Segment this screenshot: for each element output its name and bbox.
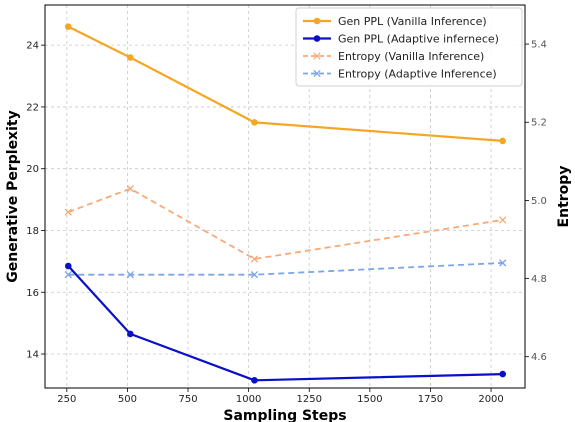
data-point [499,137,506,145]
y-axis-right-title: Entropy [556,166,572,228]
y-right-tick-label: 5.2 [531,118,547,129]
series-1 [64,23,506,145]
series-3 [64,185,507,263]
y-right-tick-label: 5.0 [531,196,547,207]
series-group [64,23,507,384]
x-axis-title: Sampling Steps [223,408,346,422]
x-tick-label: 1750 [418,394,443,405]
y-left-tick-label: 14 [26,350,39,361]
data-point [251,376,258,384]
data-point [499,216,507,224]
legend-marker [313,17,321,25]
legend-label: Entropy (Adaptive Inference) [338,68,497,81]
series-line [67,25,503,142]
legend-box [295,7,523,87]
y-right-tick-label: 5.4 [531,40,547,51]
data-point [499,259,507,267]
data-point [126,185,134,193]
legend-label: Gen PPL (Adaptive infernece) [338,33,499,46]
y-axis-right: 4.6 4.8 5.0 5.2 5.4 [525,40,547,363]
x-tick-label: 250 [57,394,76,405]
x-tick-label: 500 [118,394,137,405]
legend-marker [313,52,321,60]
data-point [64,271,72,279]
data-point [499,370,506,378]
legend: Gen PPL (Vanilla Inference) Gen PPL (Adap… [295,7,523,87]
data-point [64,262,72,270]
grid [45,5,525,388]
plot-frame [44,4,526,389]
data-point [64,23,72,30]
legend-marker [313,69,321,78]
x-axis: 250 500 750 1000 1250 1500 1750 2000 [57,388,504,405]
data-point [127,330,134,338]
data-point [126,271,134,279]
data-point [250,271,259,279]
y-left-tick-label: 20 [26,164,39,175]
data-point [250,255,259,263]
x-tick-label: 2000 [478,394,503,405]
x-tick-label: 1500 [357,394,382,405]
y-right-tick-label: 4.6 [531,352,547,363]
series-line [67,265,503,382]
data-point [127,54,134,61]
x-tick-label: 1000 [236,394,261,405]
series-2 [64,262,506,384]
y-left-tick-label: 22 [26,102,39,113]
y-left-tick-label: 24 [26,41,39,52]
y-axis-left-title: Generative Perplexity [5,110,21,282]
series-4 [64,259,507,279]
series-line [68,262,503,276]
x-tick-label: 750 [178,394,197,405]
y-right-tick-label: 4.8 [531,274,547,285]
x-tick-label: 1250 [297,394,322,405]
y-left-tick-label: 18 [26,226,39,237]
data-point [251,119,258,126]
y-axis-left: 14 16 18 20 22 24 [26,41,45,361]
series-line [67,187,503,260]
legend-label: Gen PPL (Vanilla Inference) [338,15,487,28]
y-left-tick-label: 16 [26,288,39,299]
legend-label: Entropy (Vanilla Inference) [338,50,484,63]
data-point [64,208,72,216]
legend-marker [313,35,321,42]
